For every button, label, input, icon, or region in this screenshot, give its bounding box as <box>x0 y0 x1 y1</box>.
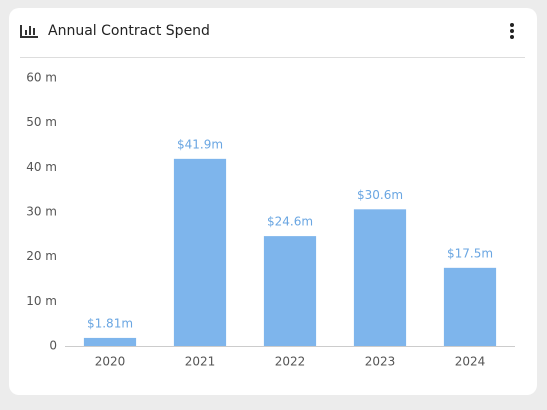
y-tick-label: 20 m <box>26 249 57 263</box>
chart-icon <box>20 25 38 38</box>
bar <box>83 337 137 346</box>
x-tick-label: 2021 <box>185 355 216 369</box>
chart-title: Annual Contract Spend <box>48 23 210 39</box>
bar <box>353 209 407 346</box>
value-label: $1.81m <box>87 316 133 330</box>
y-tick-label: 40 m <box>26 160 57 174</box>
x-tick-label: 2020 <box>95 355 126 369</box>
y-tick-label: 0 <box>49 339 57 353</box>
x-tick-label: 2023 <box>365 355 396 369</box>
bar <box>173 158 227 346</box>
bar <box>263 236 317 346</box>
x-tick-label: 2022 <box>275 355 306 369</box>
value-label: $41.9m <box>177 137 223 151</box>
y-tick-label: 30 m <box>26 205 57 219</box>
y-tick-label: 50 m <box>26 115 57 129</box>
value-label: $30.6m <box>357 188 403 202</box>
x-tick-label: 2024 <box>455 355 486 369</box>
value-label: $24.6m <box>267 215 313 229</box>
value-label: $17.5m <box>447 246 493 260</box>
bar <box>443 267 497 346</box>
y-tick-label: 60 m <box>26 71 57 85</box>
y-tick-label: 10 m <box>26 294 57 308</box>
menu-button[interactable] <box>510 23 514 39</box>
